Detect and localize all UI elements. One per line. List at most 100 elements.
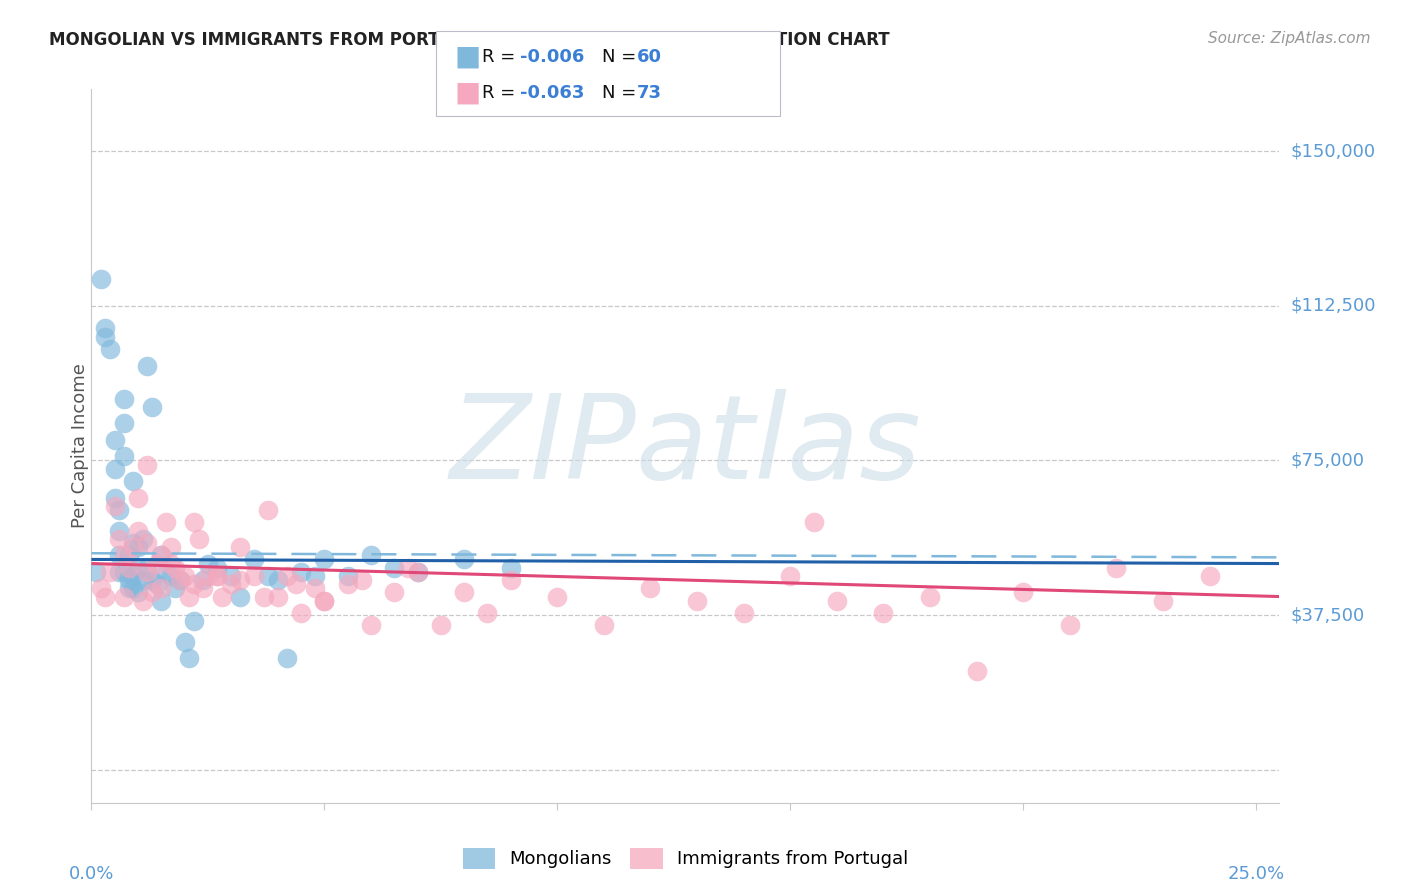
Text: R =: R = <box>482 84 522 102</box>
Point <box>108 503 131 517</box>
Point <box>159 569 181 583</box>
Point <box>336 569 359 583</box>
Point <box>314 593 336 607</box>
Point <box>90 272 112 286</box>
Point <box>229 540 252 554</box>
Text: -0.006: -0.006 <box>520 48 585 66</box>
Point <box>640 582 662 596</box>
Point <box>1152 593 1174 607</box>
Text: Source: ZipAtlas.com: Source: ZipAtlas.com <box>1208 31 1371 46</box>
Y-axis label: Per Capita Income: Per Capita Income <box>72 364 89 528</box>
Point <box>104 433 127 447</box>
Point <box>108 565 131 579</box>
Point <box>267 573 290 587</box>
Point <box>193 573 215 587</box>
Point <box>499 560 522 574</box>
Point <box>290 606 312 620</box>
Point <box>257 569 280 583</box>
Point <box>872 606 894 620</box>
Text: $112,500: $112,500 <box>1291 297 1376 315</box>
Text: ZIPatlas: ZIPatlas <box>450 389 921 503</box>
Point <box>1198 569 1220 583</box>
Point <box>84 565 107 579</box>
Text: ■: ■ <box>454 78 481 106</box>
Text: $150,000: $150,000 <box>1291 142 1375 160</box>
Point <box>118 549 141 563</box>
Point <box>499 573 522 587</box>
Text: 0.0%: 0.0% <box>69 864 114 883</box>
Point <box>966 664 988 678</box>
Point <box>159 557 181 571</box>
Point <box>136 536 159 550</box>
Point <box>150 582 173 596</box>
Point <box>118 573 141 587</box>
Point <box>127 560 149 574</box>
Point <box>477 606 499 620</box>
Point <box>118 560 141 574</box>
Point <box>173 635 195 649</box>
Point <box>360 618 382 632</box>
Point <box>546 590 568 604</box>
Point <box>136 560 159 574</box>
Text: 73: 73 <box>637 84 662 102</box>
Point <box>336 577 359 591</box>
Point <box>179 651 201 665</box>
Point <box>127 524 149 538</box>
Point <box>141 400 163 414</box>
Point <box>285 577 308 591</box>
Text: 25.0%: 25.0% <box>1227 864 1285 883</box>
Point <box>193 582 215 596</box>
Point <box>406 565 429 579</box>
Text: $75,000: $75,000 <box>1291 451 1365 469</box>
Point <box>1059 618 1081 632</box>
Point <box>243 569 266 583</box>
Point <box>145 577 167 591</box>
Point <box>183 577 205 591</box>
Point <box>1105 560 1128 574</box>
Point <box>112 417 135 431</box>
Point <box>733 606 755 620</box>
Point <box>276 569 298 583</box>
Point <box>183 615 205 629</box>
Point <box>122 540 145 554</box>
Point <box>141 573 163 587</box>
Point <box>112 590 135 604</box>
Point <box>382 560 405 574</box>
Point <box>205 560 228 574</box>
Text: $37,500: $37,500 <box>1291 607 1365 624</box>
Point <box>173 569 195 583</box>
Point <box>136 458 159 472</box>
Point <box>183 516 205 530</box>
Point <box>122 582 145 596</box>
Point <box>304 582 326 596</box>
Point <box>918 590 941 604</box>
Point <box>406 565 429 579</box>
Point <box>94 329 117 343</box>
Point <box>94 321 117 335</box>
Point <box>187 532 209 546</box>
Point <box>165 560 187 574</box>
Point <box>141 585 163 599</box>
Point <box>304 569 326 583</box>
Point <box>243 552 266 566</box>
Point <box>229 573 252 587</box>
Point <box>131 532 153 546</box>
Point <box>257 503 280 517</box>
Point <box>155 516 177 530</box>
Point <box>127 585 149 599</box>
Point <box>108 549 131 563</box>
Point <box>229 590 252 604</box>
Point <box>169 573 191 587</box>
Point <box>593 618 616 632</box>
Point <box>267 590 290 604</box>
Point <box>211 590 233 604</box>
Point <box>360 549 382 563</box>
Point <box>108 524 131 538</box>
Point <box>112 549 135 563</box>
Point <box>453 552 475 566</box>
Point <box>453 585 475 599</box>
Point <box>197 569 219 583</box>
Point <box>94 590 117 604</box>
Point <box>169 573 191 587</box>
Point <box>136 565 159 579</box>
